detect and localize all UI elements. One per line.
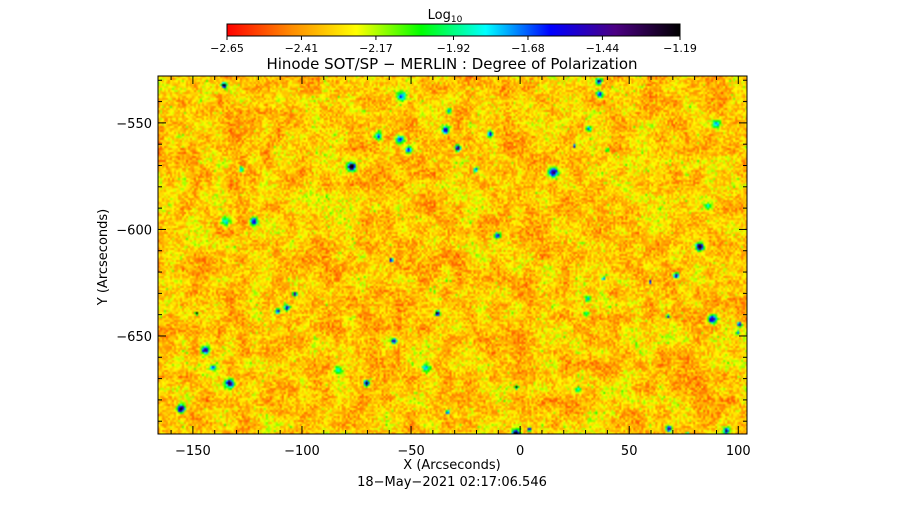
chart-title: Hinode SOT/SP − MERLIN : Degree of Polar… bbox=[266, 55, 637, 73]
colorbar-tick-label: −2.65 bbox=[210, 42, 244, 55]
x-tick-label: −100 bbox=[284, 444, 320, 459]
colorbar-tick-label: −1.44 bbox=[586, 42, 620, 55]
colorbar-label: Log10 bbox=[428, 8, 463, 25]
colorbar-gradient bbox=[226, 23, 681, 37]
colorbar-tick-label: −2.17 bbox=[359, 42, 393, 55]
polarization-heatmap bbox=[158, 76, 747, 434]
y-axis-label: Y (Arcseconds) bbox=[96, 209, 111, 306]
x-tick-label: 0 bbox=[516, 444, 524, 459]
colorbar-tick-label: −1.92 bbox=[437, 42, 471, 55]
plot-frame bbox=[157, 75, 748, 435]
plot-area: −150 −100 −50 0 50 100 −550 −600 −650 bbox=[116, 75, 751, 459]
colorbar-tick-label: −1.68 bbox=[511, 42, 545, 55]
colorbar-ticks: −2.65 −2.41 −2.17 −1.92 −1.68 −1.44 −1.19 bbox=[210, 36, 697, 55]
colorbar-tick-label: −1.19 bbox=[663, 42, 697, 55]
y-tick-label: −650 bbox=[116, 330, 152, 345]
x-tick-label: 100 bbox=[726, 444, 751, 459]
y-tick-label: −600 bbox=[116, 223, 152, 238]
x-tick-label: 50 bbox=[621, 444, 638, 459]
colorbar-tick-label: −2.41 bbox=[285, 42, 319, 55]
colorbar: Log10 −2.65 −2.41 −2.17 −1.92 −1.68 −1.44 −1.1… bbox=[210, 8, 697, 55]
axis-ticks: −150 −100 −50 0 50 100 −550 −600 −650 bbox=[116, 76, 751, 459]
x-tick-label: −150 bbox=[175, 444, 211, 459]
x-tick-label: −50 bbox=[397, 444, 424, 459]
y-tick-label: −550 bbox=[116, 117, 152, 132]
x-axis-label: X (Arcseconds) bbox=[403, 458, 500, 473]
observation-date: 18−May−2021 02:17:06.546 bbox=[357, 475, 547, 490]
